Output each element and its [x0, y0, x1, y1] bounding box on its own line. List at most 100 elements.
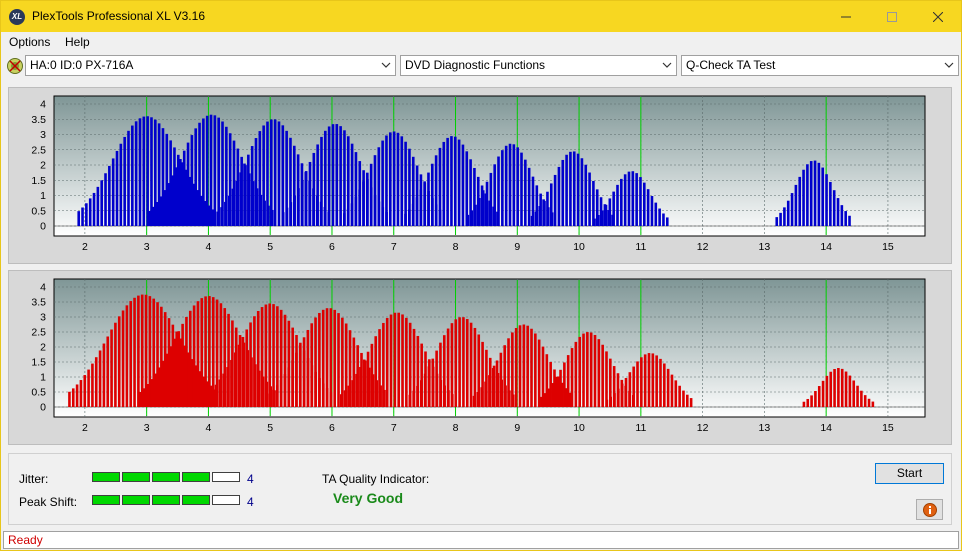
- data-bar: [560, 382, 564, 407]
- data-bar: [546, 191, 549, 226]
- data-bar: [650, 196, 654, 226]
- data-bar: [185, 316, 188, 407]
- minimize-button[interactable]: [823, 1, 869, 32]
- data-bar: [518, 325, 522, 407]
- data-bar: [507, 338, 510, 407]
- x-tick-label: 11: [635, 422, 646, 434]
- data-bar: [400, 136, 404, 226]
- data-bar: [856, 385, 859, 407]
- y-tick-label: 2: [40, 342, 46, 354]
- data-bar: [270, 119, 273, 226]
- data-bar: [840, 368, 844, 407]
- test-select-value: Q-Check TA Test: [686, 58, 776, 72]
- data-bar: [555, 376, 559, 407]
- info-button[interactable]: [916, 499, 943, 520]
- data-bar: [227, 195, 231, 226]
- data-bar: [144, 294, 148, 407]
- data-bar: [374, 336, 378, 407]
- data-bar: [543, 393, 547, 407]
- data-bar: [817, 162, 821, 226]
- data-bar: [665, 217, 669, 226]
- data-bar: [346, 136, 350, 226]
- data-bar: [177, 331, 181, 407]
- data-bar: [291, 360, 294, 407]
- data-bar: [821, 380, 825, 407]
- data-bar: [283, 314, 287, 407]
- data-bar: [273, 119, 277, 226]
- data-bar: [366, 351, 370, 407]
- data-bar: [442, 335, 446, 407]
- data-bar: [411, 156, 415, 226]
- data-bar: [96, 186, 100, 226]
- maximize-button[interactable]: [869, 1, 915, 32]
- data-bar: [480, 387, 484, 407]
- menu-options[interactable]: Options: [9, 35, 51, 49]
- data-bar: [589, 332, 593, 407]
- data-bar: [419, 189, 423, 226]
- data-bar: [298, 344, 302, 407]
- function-select[interactable]: DVD Diagnostic Functions: [400, 55, 677, 76]
- data-bar: [88, 198, 92, 226]
- data-bar: [292, 145, 296, 226]
- data-bar: [378, 329, 381, 407]
- peak-shift-meter-segment: [152, 495, 180, 505]
- data-bar: [198, 371, 201, 407]
- close-button[interactable]: [915, 1, 961, 32]
- y-tick-label: 0: [40, 221, 46, 233]
- test-select[interactable]: Q-Check TA Test: [681, 55, 959, 76]
- data-bar: [202, 118, 205, 226]
- data-bar: [214, 384, 218, 407]
- data-bar: [806, 164, 809, 226]
- data-bar: [408, 322, 412, 407]
- data-bar: [420, 380, 423, 407]
- data-bar: [222, 373, 226, 407]
- data-bar: [871, 401, 875, 407]
- data-bar: [837, 368, 840, 407]
- data-bar: [324, 130, 327, 226]
- data-bar: [597, 215, 600, 226]
- data-bar: [522, 324, 526, 407]
- data-bar: [654, 202, 658, 226]
- data-bar: [169, 346, 173, 407]
- data-bar: [297, 188, 300, 226]
- data-bar: [612, 191, 615, 226]
- data-bar: [137, 295, 140, 407]
- data-bar: [139, 391, 142, 407]
- data-bar: [472, 395, 476, 407]
- title-bar[interactable]: XL PlexTools Professional XL V3.16: [1, 1, 961, 32]
- drive-select[interactable]: HA:0 ID:0 PX-716A: [25, 55, 396, 76]
- window-title: PlexTools Professional XL V3.16: [32, 9, 205, 23]
- data-bar: [802, 401, 806, 407]
- data-bar: [171, 175, 175, 226]
- data-bar: [235, 180, 239, 226]
- x-tick-label: 8: [453, 422, 459, 434]
- data-bar: [617, 388, 620, 407]
- start-button[interactable]: Start: [875, 463, 944, 484]
- maximize-icon: [887, 11, 897, 22]
- minimize-icon: [841, 16, 851, 17]
- data-bar: [268, 303, 272, 407]
- data-bar: [266, 121, 269, 226]
- data-bar: [167, 318, 171, 407]
- data-bar: [192, 305, 196, 407]
- data-bar: [636, 361, 639, 407]
- data-bar: [208, 296, 211, 407]
- data-bar: [484, 381, 487, 407]
- data-bar: [196, 190, 199, 226]
- data-bar: [308, 161, 312, 226]
- data-bar: [504, 145, 508, 226]
- data-bar: [192, 183, 195, 226]
- data-bar: [179, 159, 182, 226]
- data-bar: [584, 164, 588, 226]
- y-tick-label: 2.5: [31, 327, 46, 339]
- data-bar: [200, 298, 204, 407]
- y-tick-label: 3: [40, 312, 46, 324]
- data-bar: [258, 131, 262, 226]
- menu-help[interactable]: Help: [65, 35, 90, 49]
- data-bar: [592, 180, 595, 226]
- data-bar: [343, 130, 346, 226]
- data-bar: [450, 136, 453, 226]
- data-bar: [608, 198, 612, 226]
- peak-shift-meter-segment: [182, 495, 210, 505]
- data-bar: [465, 151, 469, 226]
